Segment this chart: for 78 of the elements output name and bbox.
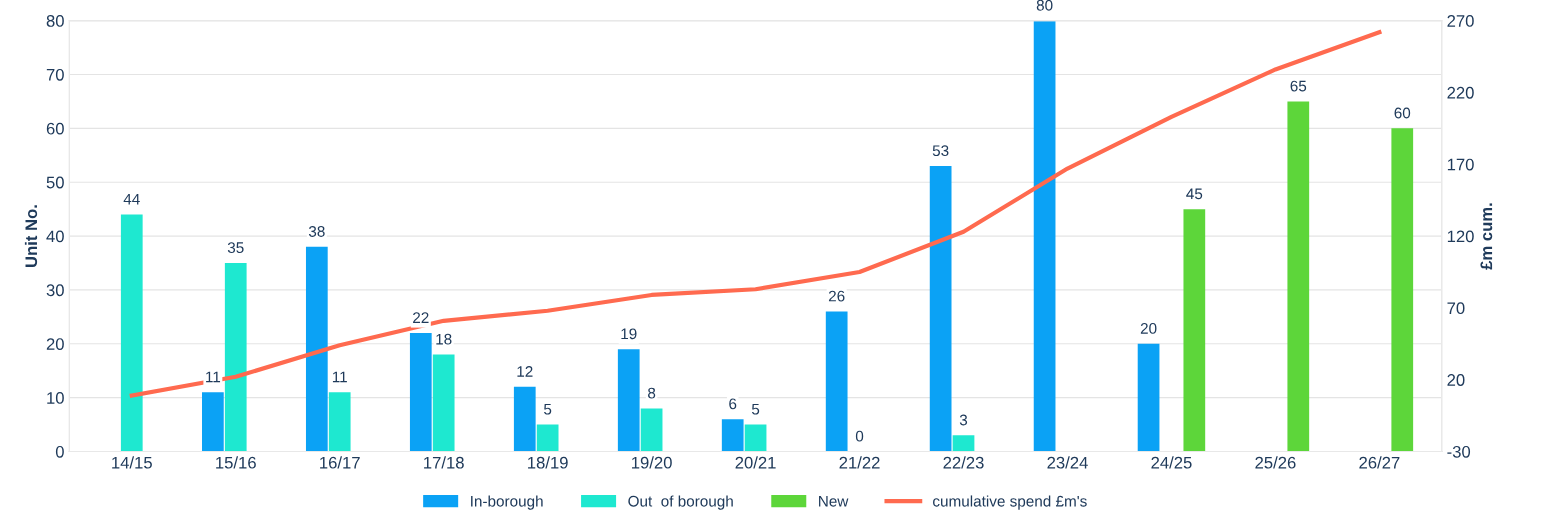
data-label: 11 bbox=[332, 371, 347, 383]
x-tick-label: 20/21 bbox=[735, 456, 776, 469]
y2-tick-label: -30 bbox=[1447, 445, 1471, 458]
bar bbox=[120, 214, 143, 452]
x-tick-label: 21/22 bbox=[839, 456, 880, 469]
data-label: 12 bbox=[517, 366, 533, 377]
bar bbox=[1391, 128, 1414, 452]
bar bbox=[1183, 209, 1206, 452]
data-label: 22 bbox=[413, 312, 429, 323]
y2-axis-title: £m cum. bbox=[1480, 203, 1493, 270]
legend-label: New bbox=[819, 495, 849, 507]
data-label: 45 bbox=[1186, 188, 1203, 200]
bar bbox=[1033, 20, 1056, 452]
y2-tick-label: 120 bbox=[1447, 230, 1474, 243]
bar bbox=[952, 435, 975, 452]
data-label: 65 bbox=[1290, 80, 1307, 92]
x-tick-label: 15/16 bbox=[216, 456, 256, 469]
data-label: 3 bbox=[959, 414, 968, 426]
bar bbox=[721, 419, 744, 452]
y-tick-label: 70 bbox=[46, 68, 64, 81]
data-label: 53 bbox=[932, 145, 949, 157]
x-tick-label: 14/15 bbox=[112, 456, 152, 469]
x-tick-label: 25/26 bbox=[1255, 456, 1296, 469]
y2-tick-label: 20 bbox=[1447, 374, 1465, 386]
x-tick-label: 24/25 bbox=[1151, 456, 1192, 469]
data-label: 60 bbox=[1394, 107, 1411, 119]
bar bbox=[432, 354, 455, 452]
data-label: 6 bbox=[729, 398, 737, 410]
data-label: 11 bbox=[206, 371, 221, 383]
y-tick-label: 40 bbox=[46, 230, 64, 243]
bar bbox=[929, 166, 952, 452]
y-tick-label: 0 bbox=[55, 445, 64, 458]
legend-label: In-borough bbox=[471, 495, 543, 510]
data-label: 35 bbox=[227, 242, 244, 254]
bar bbox=[224, 263, 247, 452]
data-label: 26 bbox=[828, 290, 845, 302]
y-tick-label: 10 bbox=[47, 392, 64, 404]
bar bbox=[513, 386, 536, 452]
y-axis-title: Unit No. bbox=[24, 205, 38, 268]
data-label: 8 bbox=[648, 387, 656, 399]
data-label: 20 bbox=[1140, 323, 1157, 334]
data-label: 80 bbox=[1036, 0, 1053, 11]
data-label: 5 bbox=[751, 403, 760, 415]
bar bbox=[640, 408, 663, 452]
bar bbox=[744, 424, 767, 452]
bar bbox=[1137, 343, 1160, 452]
y-tick-label: 20 bbox=[46, 338, 64, 350]
data-label: 44 bbox=[123, 193, 140, 205]
data-label: 5 bbox=[544, 403, 552, 415]
x-tick-label: 22/23 bbox=[943, 456, 984, 469]
y2-tick-label: 170 bbox=[1447, 158, 1474, 171]
bar bbox=[536, 424, 559, 452]
y2-tick-label: 270 bbox=[1447, 15, 1474, 27]
bar bbox=[409, 333, 432, 452]
bar bbox=[617, 349, 640, 452]
bar bbox=[1287, 101, 1310, 452]
legend-label: cumulative spend £m's bbox=[933, 495, 1087, 510]
y-tick-label: 60 bbox=[46, 122, 64, 135]
x-tick-label: 23/24 bbox=[1047, 456, 1088, 469]
bar bbox=[305, 246, 328, 452]
y-tick-label: 30 bbox=[46, 284, 64, 297]
data-label: 19 bbox=[621, 328, 637, 340]
bar bbox=[202, 392, 224, 452]
y-tick-label: 50 bbox=[46, 176, 64, 189]
y2-tick-label: 220 bbox=[1447, 86, 1474, 99]
y2-tick-label: 70 bbox=[1447, 302, 1465, 315]
data-label: 38 bbox=[308, 226, 325, 237]
bar bbox=[328, 392, 351, 452]
legend-label: Out of borough bbox=[628, 495, 733, 510]
x-tick-label: 26/27 bbox=[1359, 456, 1400, 469]
y-tick-label: 80 bbox=[46, 15, 64, 27]
x-tick-label: 17/18 bbox=[424, 456, 464, 469]
x-tick-label: 18/19 bbox=[528, 456, 568, 469]
x-tick-label: 19/20 bbox=[632, 456, 672, 469]
x-tick-label: 16/17 bbox=[320, 456, 360, 469]
data-label: 0 bbox=[855, 430, 864, 442]
data-label: 18 bbox=[436, 333, 452, 345]
bar bbox=[825, 311, 848, 452]
